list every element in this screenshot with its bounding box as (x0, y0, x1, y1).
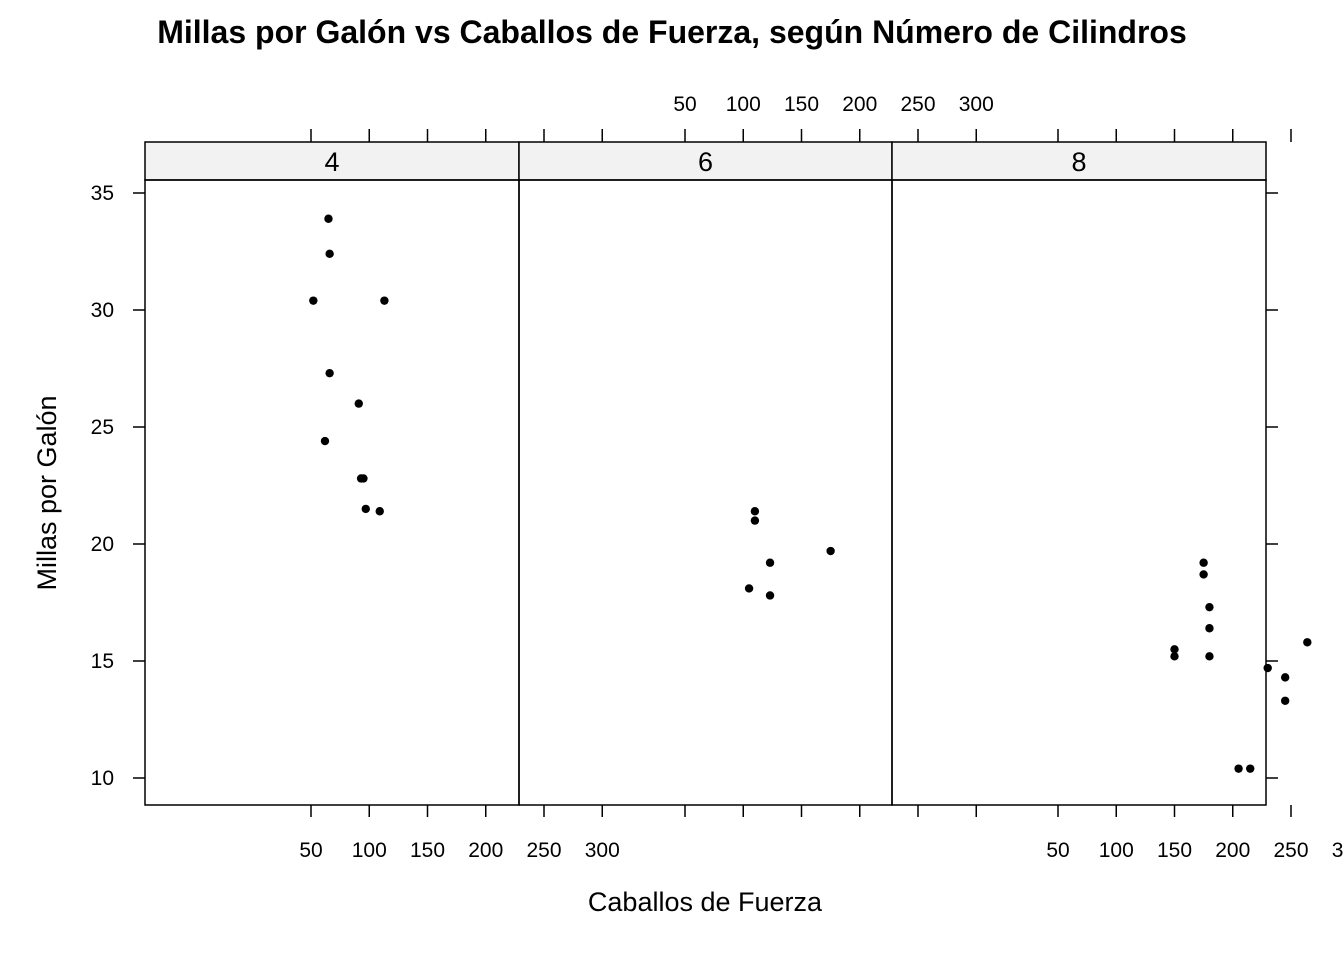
data-point (826, 546, 835, 556)
data-point (1205, 652, 1214, 661)
x-tick-label: 300 (1332, 839, 1344, 862)
y-axis-label: Millas por Galón (32, 395, 62, 590)
data-point (765, 558, 775, 567)
x-tick-label: 100 (352, 839, 387, 862)
x-tick-label: 150 (784, 93, 819, 116)
strip-4 (144, 141, 520, 181)
x-axis-label: Caballos de Fuerza (588, 887, 823, 917)
y-tick-label: 25 (91, 416, 114, 439)
data-point (1205, 602, 1214, 612)
data-point (1199, 570, 1208, 579)
panel-4: 4 50 100 150 200 250 300 (144, 129, 620, 862)
data-point (750, 516, 760, 525)
data-point (380, 296, 389, 305)
data-point (1263, 663, 1272, 673)
y-tick-label: 10 (91, 767, 114, 790)
data-point (309, 296, 318, 305)
x-tick-label: 50 (299, 839, 322, 862)
x-tick-label: 250 (1273, 839, 1308, 862)
data-point (361, 504, 370, 514)
panel-6: 6 50 100 150 200 250 300 (518, 93, 994, 817)
strip-8 (891, 141, 1267, 181)
x-tick-label: 300 (959, 93, 994, 116)
y-tick-label: 20 (91, 533, 114, 556)
x-tick-label: 50 (673, 93, 696, 116)
data-point (1170, 645, 1179, 654)
data-point (354, 399, 363, 408)
data-point (765, 591, 775, 600)
x-tick-label: 100 (726, 93, 761, 116)
x-tick-label: 300 (585, 839, 620, 862)
chart-title: Millas por Galón vs Caballos de Fuerza, … (157, 14, 1187, 50)
x-tick-label: 50 (1046, 839, 1069, 862)
panel-frame (518, 179, 893, 806)
x-tick-label: 200 (468, 839, 503, 862)
data-point (1205, 624, 1214, 633)
strip-label: 6 (698, 147, 713, 177)
data-point (325, 368, 334, 378)
data-point (324, 214, 333, 223)
data-point (1199, 558, 1208, 567)
data-point (325, 249, 334, 259)
data-point (359, 474, 368, 483)
x-tick-label: 250 (526, 839, 561, 862)
x-tick-label: 250 (900, 93, 935, 116)
data-point (1303, 638, 1312, 647)
data-point (375, 507, 384, 516)
strip-label: 4 (324, 147, 339, 177)
data-point (1280, 673, 1290, 682)
x-tick-label: 200 (1215, 839, 1250, 862)
strip-label: 8 (1071, 147, 1086, 177)
y-tick-label: 35 (91, 182, 114, 205)
data-point (1280, 696, 1290, 705)
data-point (1234, 764, 1243, 773)
data-point (750, 507, 760, 516)
data-point (1246, 764, 1255, 773)
panel-frame (891, 179, 1267, 806)
y-tick-label: 15 (91, 650, 114, 673)
x-tick-label: 200 (842, 93, 877, 116)
data-point (1170, 652, 1179, 661)
x-tick-label: 150 (1157, 839, 1192, 862)
data-point (320, 436, 330, 446)
x-tick-label: 100 (1099, 839, 1134, 862)
panel-8: 8 50 100 150 200 250 300 (891, 129, 1344, 862)
x-tick-label: 150 (410, 839, 445, 862)
plot-area: 4 50 100 150 200 250 300 6 50 100 150 200 250 300 8 50 1… (91, 93, 1344, 862)
panel-frame (144, 179, 520, 806)
y-tick-label: 30 (91, 299, 114, 322)
data-point (744, 584, 754, 593)
